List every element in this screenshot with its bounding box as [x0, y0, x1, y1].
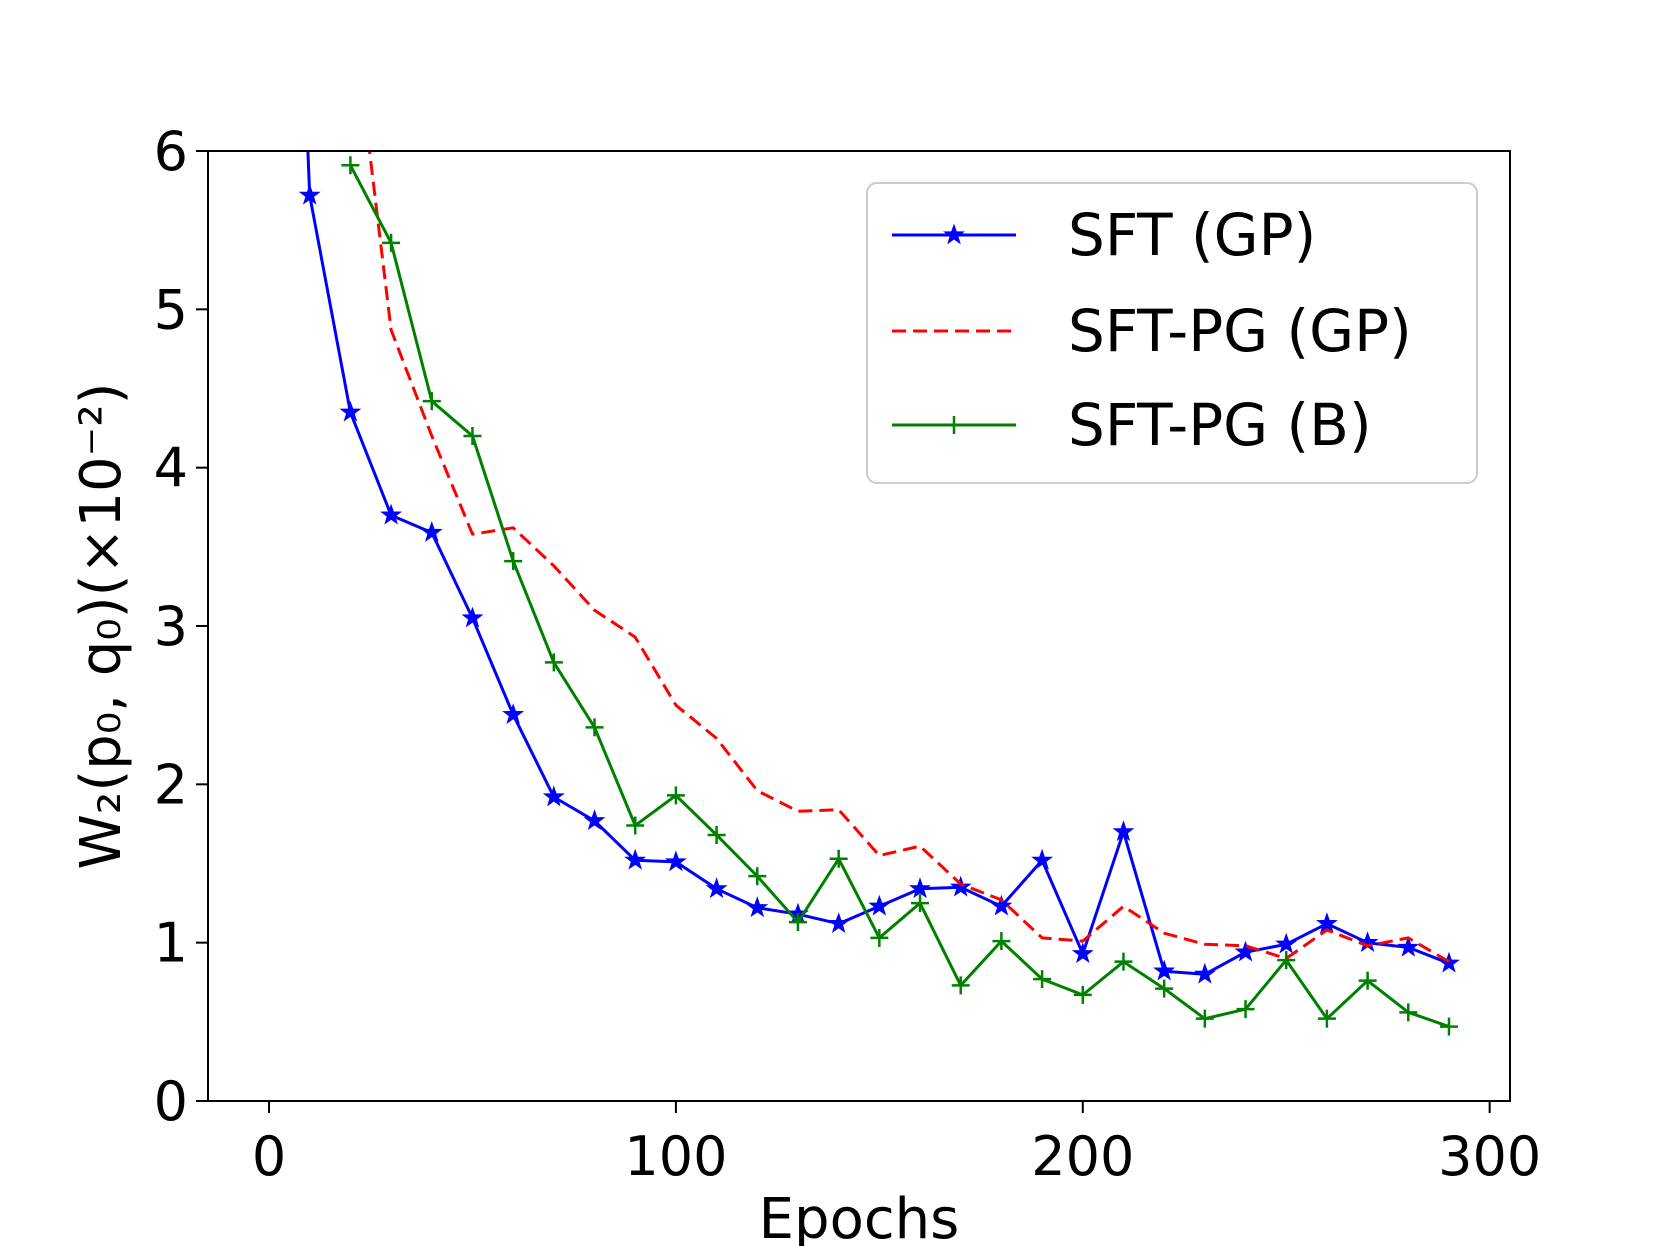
y-tick-label-4: 4: [154, 437, 188, 500]
point-sft-gp-230: [1193, 962, 1216, 984]
series-layer: [298, 151, 1460, 1036]
point-sft-gp-100: [664, 850, 687, 872]
x-axis-label: Epochs: [759, 1187, 960, 1246]
legend-item-sft-gp: SFT (GP): [892, 201, 1316, 269]
series-sft-pg-b: [341, 156, 1458, 1036]
point-sft-gp-50: [461, 606, 484, 628]
point-sft-gp-80: [583, 809, 606, 831]
point-sft-gp-160: [909, 877, 931, 899]
point-sft-gp-140: [827, 912, 850, 934]
y-tick-label-3: 3: [154, 595, 188, 658]
point-sft-pg-b-210: [1114, 952, 1133, 971]
x-tick-label-0: 0: [252, 1125, 286, 1188]
legend-marker-sft-gp: [943, 223, 965, 245]
x-axis: 0 100 200 300: [252, 1101, 1541, 1188]
point-sft-pg-b-270: [1358, 971, 1377, 990]
point-sft-pg-b-50: [463, 427, 482, 445]
point-sft-gp-290: [1438, 951, 1460, 973]
point-sft-gp-280: [1397, 935, 1420, 957]
point-sft-gp-190: [1031, 848, 1054, 870]
point-sft-pg-b-170: [951, 976, 970, 995]
point-sft-pg-b-60: [504, 552, 523, 571]
point-sft-gp-110: [705, 877, 728, 899]
y-tick-label-6: 6: [154, 120, 188, 183]
point-sft-gp-90: [624, 848, 647, 870]
legend-box: [866, 182, 1478, 484]
point-sft-pg-b-290: [1439, 1017, 1458, 1036]
point-sft-pg-b-150: [870, 928, 889, 947]
point-sft-pg-b-100: [666, 786, 685, 805]
point-sft-gp-30: [380, 503, 403, 525]
point-sft-gp-70: [542, 785, 565, 807]
y-tick-label-2: 2: [154, 753, 188, 816]
point-sft-gp-210: [1112, 820, 1135, 842]
point-sft-pg-b-80: [585, 718, 604, 737]
point-sft-gp-200: [1071, 942, 1094, 964]
point-sft-gp-40: [420, 521, 443, 542]
point-sft-gp-260: [1315, 912, 1338, 934]
y-axis: 0 1 2 3 4 5 6: [154, 120, 208, 1133]
x-tick-label-300: 300: [1438, 1125, 1541, 1188]
legend-marker-sft-pg-b: [945, 416, 963, 434]
point-sft-gp-10: [298, 183, 321, 205]
y-tick-label-1: 1: [154, 912, 188, 975]
point-sft-pg-b-130: [788, 913, 807, 932]
point-sft-gp-20: [339, 400, 362, 422]
point-sft-pg-b-110: [707, 826, 726, 844]
legend-label-sft-gp: SFT (GP): [1068, 201, 1316, 269]
point-sft-pg-b-70: [544, 653, 563, 672]
legend-item-sft-pg-b: SFT-PG (B): [892, 391, 1372, 459]
series-line-sft-pg-gp: [367, 151, 1450, 963]
point-sft-gp-180: [990, 894, 1013, 916]
series-sft-gp: [298, 151, 1460, 984]
point-sft-gp-60: [502, 703, 525, 725]
series-line-sft-gp: [306, 151, 1450, 976]
x-tick-label-200: 200: [1031, 1125, 1134, 1188]
point-sft-gp-120: [746, 896, 769, 918]
point-sft-pg-b-280: [1399, 1003, 1418, 1022]
point-sft-gp-250: [1275, 932, 1298, 954]
point-sft-pg-b-140: [829, 849, 848, 868]
point-sft-pg-b-240: [1236, 1000, 1255, 1019]
x-tick-label-100: 100: [624, 1125, 727, 1188]
point-sft-gp-150: [868, 894, 891, 916]
point-sft-pg-b-30: [382, 233, 401, 252]
legend: SFT (GP) SFT-PG (GP) SFT-PG (B): [866, 182, 1478, 484]
point-sft-pg-b-200: [1073, 985, 1092, 1004]
point-sft-pg-b-220: [1155, 979, 1174, 998]
y-tick-label-5: 5: [154, 278, 188, 341]
y-axis-label: W₂(p₀, q₀)(×10⁻²): [69, 383, 134, 870]
legend-label-sft-pg-b: SFT-PG (B): [1068, 391, 1372, 459]
series-line-sft-pg-b: [349, 164, 1450, 1029]
point-sft-pg-b-250: [1277, 951, 1296, 970]
legend-item-sft-pg-gp: SFT-PG (GP): [892, 297, 1412, 365]
point-sft-gp-170: [949, 875, 972, 897]
point-sft-pg-b-20: [341, 156, 360, 175]
point-sft-pg-b-40: [422, 392, 441, 411]
point-sft-pg-b-90: [626, 816, 645, 835]
point-sft-pg-b-190: [1033, 970, 1052, 989]
point-sft-pg-b-120: [748, 867, 767, 886]
y-tick-label-0: 0: [154, 1070, 188, 1133]
point-sft-pg-b-160: [911, 894, 930, 913]
point-sft-pg-b-260: [1317, 1009, 1336, 1028]
point-sft-pg-b-180: [992, 932, 1011, 951]
point-sft-pg-b-230: [1195, 1009, 1214, 1028]
series-sft-pg-gp: [367, 151, 1450, 963]
legend-label-sft-pg-gp: SFT-PG (GP): [1068, 297, 1412, 365]
point-sft-gp-220: [1153, 959, 1176, 981]
